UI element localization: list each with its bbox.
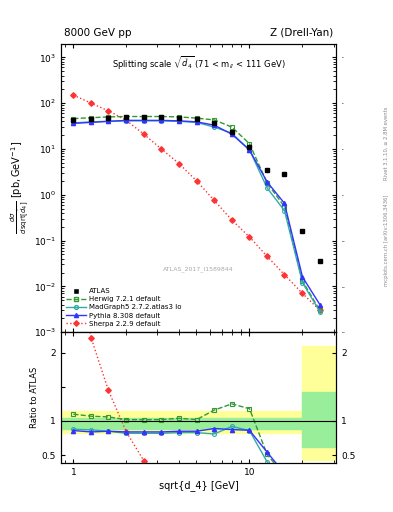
- Text: 8000 GeV pp: 8000 GeV pp: [64, 28, 131, 38]
- Text: Z (Drell-Yan): Z (Drell-Yan): [270, 28, 333, 38]
- Text: Splitting scale $\sqrt{\widetilde{d}_4}$ (71 < m$_{ll}$ < 111 GeV): Splitting scale $\sqrt{\widetilde{d}_4}$…: [112, 54, 285, 71]
- Legend: ATLAS, Herwig 7.2.1 default, MadGraph5 2.7.2.atlas3 lo, Pythia 8.308 default, Sh: ATLAS, Herwig 7.2.1 default, MadGraph5 2…: [64, 286, 183, 329]
- Text: ATLAS_2017_I1589844: ATLAS_2017_I1589844: [163, 266, 234, 271]
- Y-axis label: Ratio to ATLAS: Ratio to ATLAS: [30, 367, 39, 429]
- Text: mcplots.cern.ch [arXiv:1306.3436]: mcplots.cern.ch [arXiv:1306.3436]: [384, 195, 389, 286]
- Y-axis label: $\frac{d\sigma}{d\,\mathrm{sqrt}[\widetilde{d}_4]}\ [\mathrm{pb,GeV}^{-1}]$: $\frac{d\sigma}{d\,\mathrm{sqrt}[\wideti…: [9, 141, 31, 234]
- X-axis label: sqrt{d_4} [GeV]: sqrt{d_4} [GeV]: [159, 480, 238, 491]
- Text: Rivet 3.1.10, ≥ 2.8M events: Rivet 3.1.10, ≥ 2.8M events: [384, 106, 389, 180]
